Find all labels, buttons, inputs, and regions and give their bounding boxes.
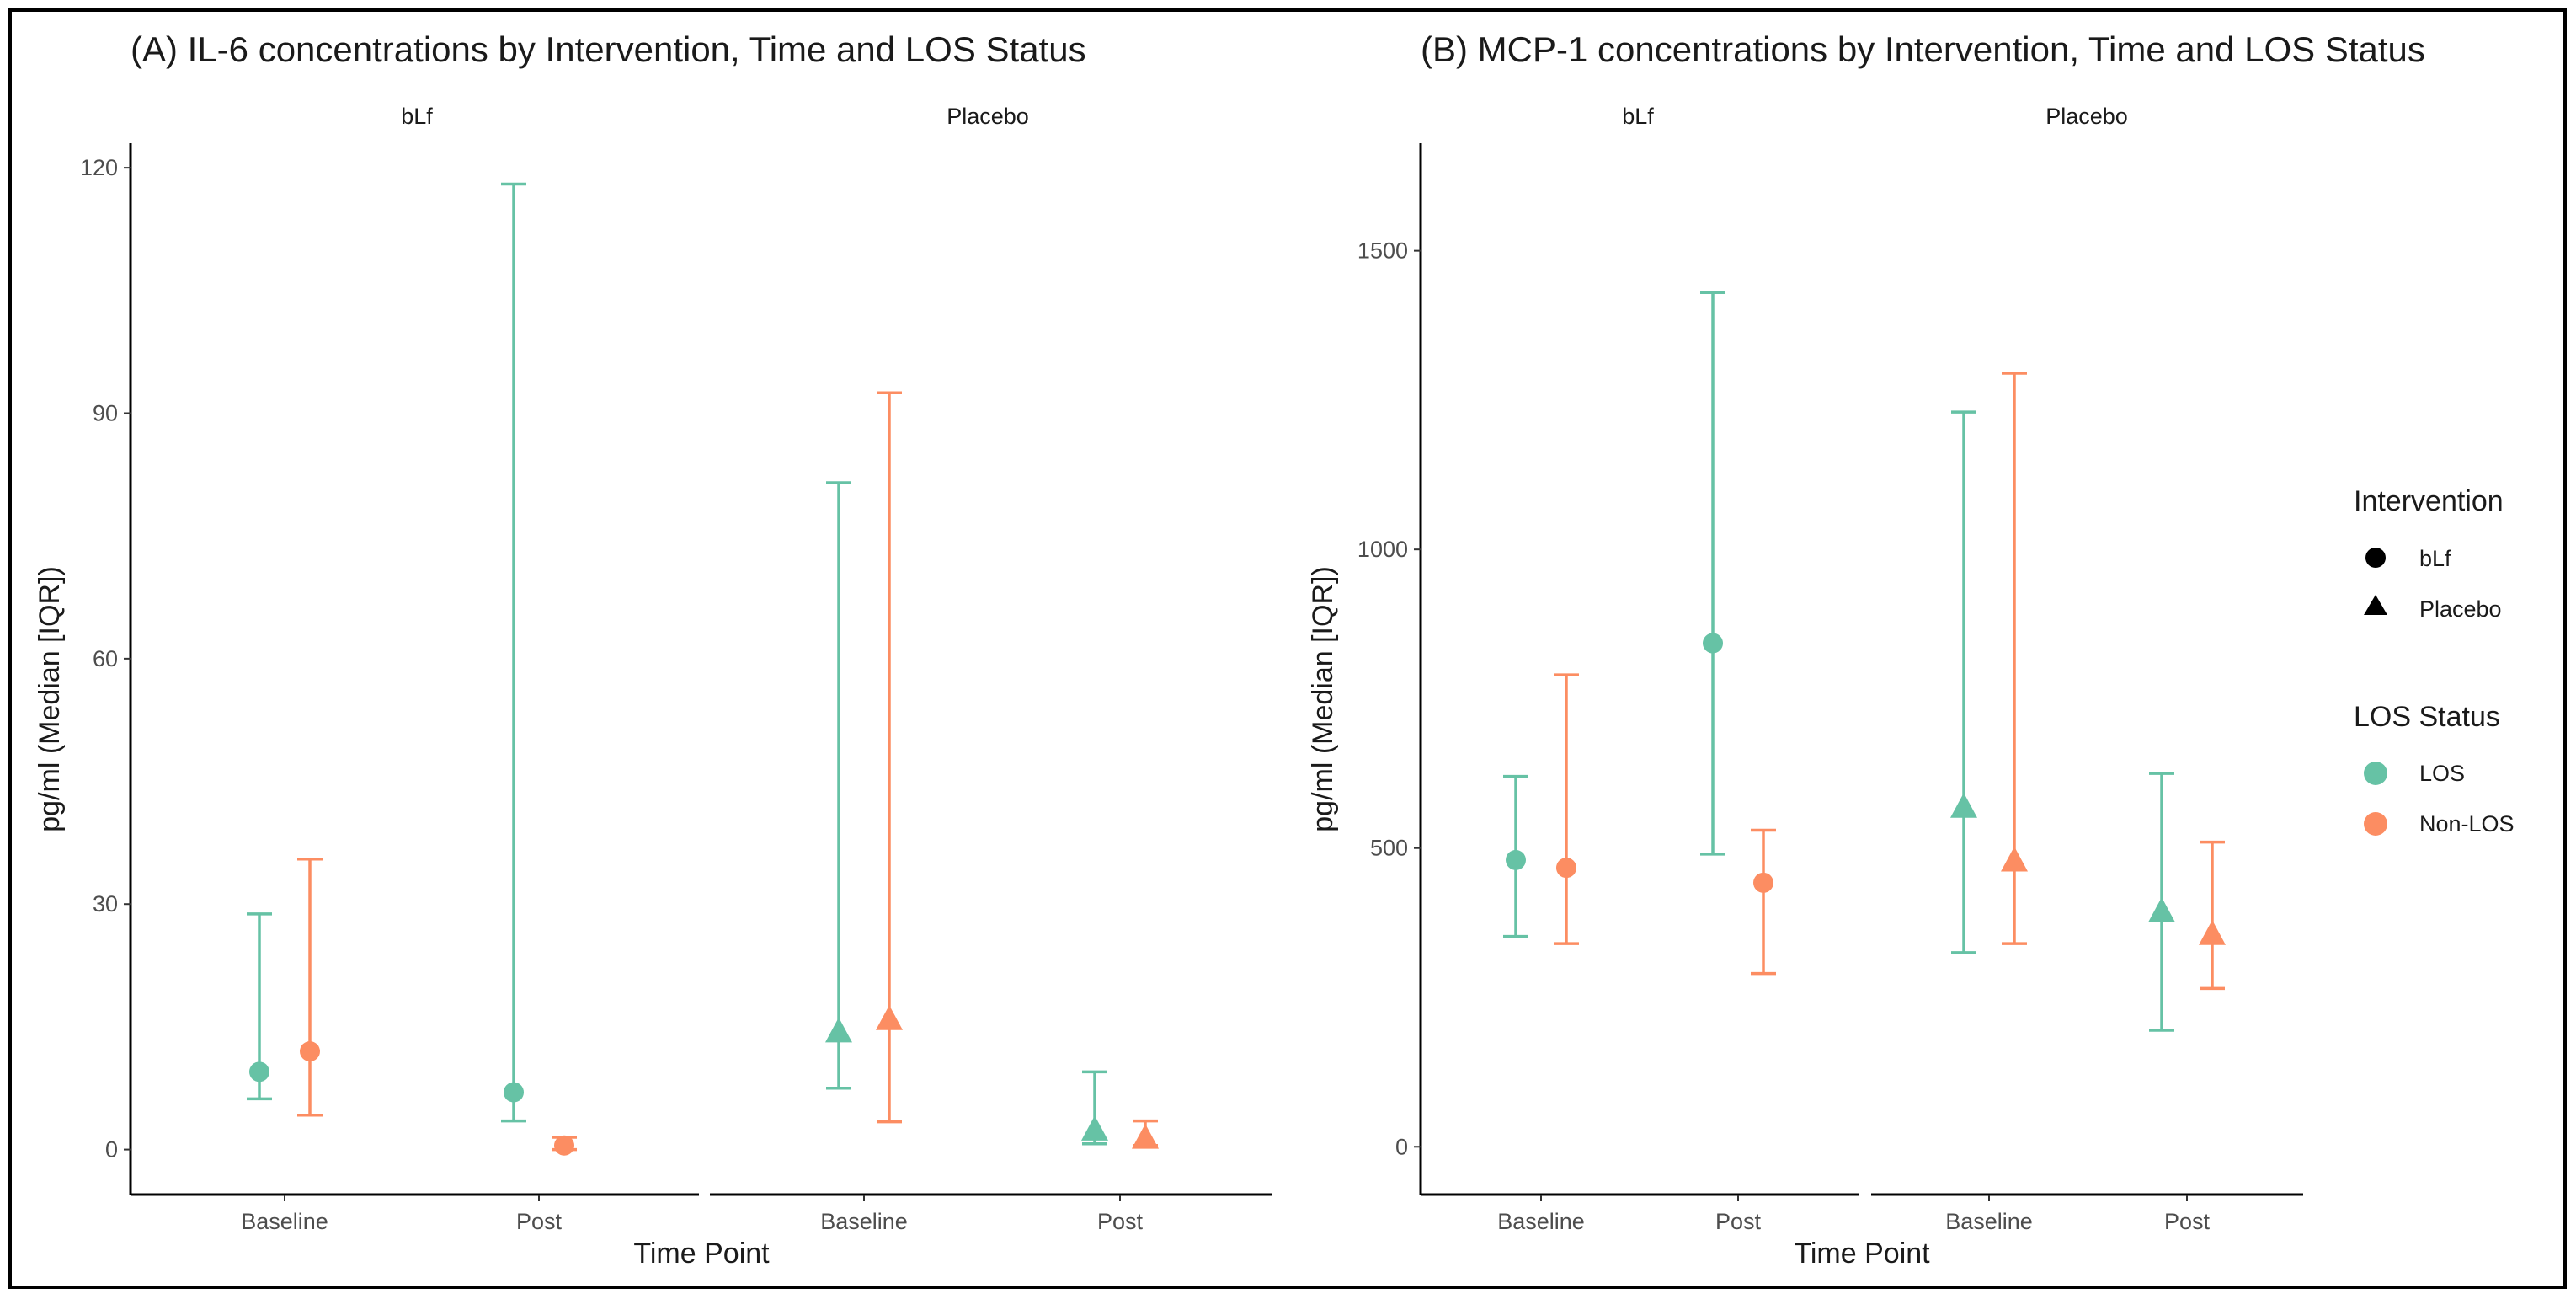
panel-a-facet-strip-placebo: Placebo [947, 104, 1029, 129]
median-point-placebo-baseline-los [825, 1017, 852, 1043]
figure-border [8, 8, 2567, 1289]
y-tick-label: 90 [93, 400, 118, 425]
median-point-blf-baseline-los [249, 1061, 269, 1082]
panel-b-y-axis-title: pg/ml (Median [IQR]) [1307, 566, 1339, 832]
median-point-placebo-post-los [1081, 1115, 1108, 1141]
y-tick-label: 60 [93, 646, 118, 671]
legend-non-los-label: Non-LOS [2419, 811, 2515, 837]
panel-a-x-axis-title: Time Point [633, 1238, 770, 1270]
median-point-placebo-post-non-los [2199, 920, 2226, 945]
legend-bLf-circle-icon [2365, 548, 2386, 568]
x-tick-label: Post [1715, 1209, 1762, 1234]
panel-b-title: (B) MCP-1 concentrations by Intervention… [1421, 29, 2425, 69]
x-tick-label: Baseline [241, 1209, 328, 1234]
panel-a-facet-strip-blf: bLf [401, 104, 433, 129]
median-point-blf-baseline-los [1506, 849, 1526, 870]
legend-intervention-title: Intervention [2354, 485, 2504, 517]
median-point-blf-post-non-los [554, 1135, 574, 1156]
legend: Intervention bLf Placebo LOS Status LOS … [2354, 485, 2515, 837]
panel-b-facet-strip-blf: bLf [1622, 104, 1654, 129]
median-point-blf-post-non-los [1753, 872, 1773, 893]
median-point-placebo-post-non-los [1132, 1124, 1159, 1149]
x-tick-label: Post [516, 1209, 563, 1234]
legend-non-los-circle-icon [2364, 812, 2387, 836]
legend-los-label: LOS [2419, 761, 2465, 786]
panel-b-plot-area: 0 500 1000 1500 Baseline Post Baseline Post [1357, 143, 2303, 1234]
x-tick-label: Baseline [1945, 1209, 2033, 1234]
x-tick-label: Post [1097, 1209, 1144, 1234]
y-tick-label: 500 [1370, 836, 1408, 861]
y-tick-label: 0 [105, 1137, 118, 1163]
median-point-blf-baseline-non-los [1556, 858, 1576, 879]
panel-b-facet-strip-placebo: Placebo [2045, 104, 2128, 129]
panel-b: (B) MCP-1 concentrations by Intervention… [1307, 29, 2425, 1270]
panel-a-y-axis-title: pg/ml (Median [IQR]) [34, 566, 66, 832]
legend-placebo-label: Placebo [2419, 596, 2502, 622]
median-point-blf-post-los [504, 1082, 524, 1103]
x-tick-label: Post [2164, 1209, 2211, 1234]
y-tick-label: 1000 [1357, 537, 1408, 562]
median-point-placebo-baseline-non-los [2001, 846, 2028, 872]
legend-los-title: LOS Status [2354, 701, 2500, 733]
median-point-placebo-post-los [2148, 897, 2175, 922]
panel-b-x-axis-title: Time Point [1794, 1238, 1930, 1270]
panel-a-title: (A) IL-6 concentrations by Intervention,… [131, 29, 1086, 69]
median-point-placebo-baseline-non-los [876, 1005, 903, 1030]
y-tick-label: 120 [80, 155, 118, 180]
legend-bLf-label: bLf [2419, 546, 2451, 571]
x-tick-label: Baseline [820, 1209, 908, 1234]
median-point-blf-baseline-non-los [300, 1041, 320, 1062]
median-point-placebo-baseline-los [1950, 793, 1977, 818]
legend-los-circle-icon [2364, 762, 2387, 785]
median-point-blf-post-los [1703, 633, 1723, 654]
y-tick-label: 30 [93, 891, 118, 917]
y-tick-label: 0 [1395, 1134, 1408, 1159]
x-tick-label: Baseline [1497, 1209, 1585, 1234]
panel-a: (A) IL-6 concentrations by Intervention,… [34, 29, 1272, 1270]
panel-a-plot-area: 0 30 60 90 120 Baseline Post Baseline Post [80, 143, 1272, 1234]
legend-placebo-triangle-icon [2364, 595, 2387, 615]
y-tick-label: 1500 [1357, 238, 1408, 264]
